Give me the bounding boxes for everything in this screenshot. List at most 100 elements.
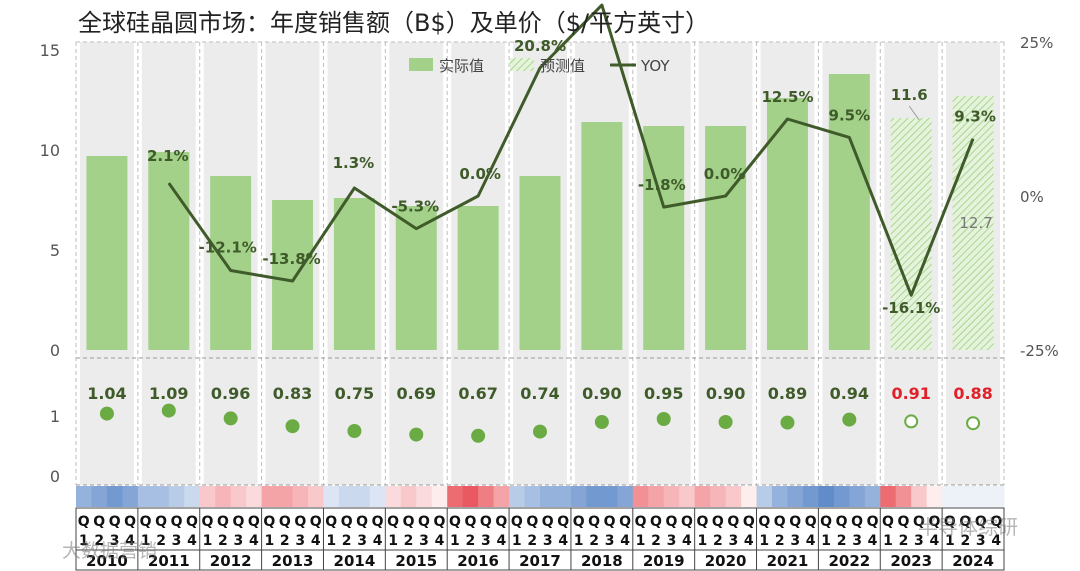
quarter-number-label: 4 <box>682 533 692 549</box>
price-value-label: 0.96 <box>211 384 250 403</box>
watermark-right: 半导体综研 <box>918 515 1018 539</box>
yoy-value-label: -5.3% <box>391 198 439 216</box>
quarter-q-label: Q <box>511 514 523 530</box>
quarter-number-label: 1 <box>945 533 955 549</box>
heat-cell <box>493 486 510 507</box>
yoy-axis-tick: 25% <box>1020 34 1053 52</box>
quarter-number-label: 1 <box>388 533 398 549</box>
price-dot <box>223 411 238 426</box>
price-dot <box>780 415 795 430</box>
quarter-q-label: Q <box>217 514 229 530</box>
quarter-number-label: 4 <box>868 533 878 549</box>
year-label: 2013 <box>272 552 314 570</box>
quarter-number-label: 4 <box>125 533 135 549</box>
quarter-number-label: 1 <box>636 533 646 549</box>
heat-cell <box>509 486 526 507</box>
price-dot-forecast <box>904 414 919 429</box>
quarter-q-label: Q <box>758 514 770 530</box>
quarter-number-label: 2 <box>94 533 104 549</box>
price-dot <box>656 412 671 426</box>
quarter-q-label: Q <box>387 514 399 530</box>
sales-bar-forecast <box>890 118 932 350</box>
sales-bar <box>210 176 252 350</box>
yoy-axis-tick: 0% <box>1020 188 1044 206</box>
quarter-number-label: 3 <box>976 533 986 549</box>
quarter-number-label: 2 <box>156 533 166 549</box>
heat-cell <box>447 486 464 507</box>
year-label: 2011 <box>148 552 190 570</box>
quarter-q-label: Q <box>78 514 90 530</box>
price-dot <box>718 415 733 429</box>
quarter-number-label: 1 <box>759 533 769 549</box>
yoy-value-label: -12.1% <box>199 239 257 257</box>
quarter-q-label: Q <box>557 514 569 530</box>
yoy-value-label: 9.5% <box>829 106 871 124</box>
yoy-value-label: 1.3% <box>333 154 375 172</box>
quarter-number-label: 2 <box>527 533 537 549</box>
quarter-number-label: 3 <box>419 533 429 549</box>
quarter-q-label: Q <box>805 514 817 530</box>
quarter-q-label: Q <box>155 514 167 530</box>
year-label: 2015 <box>395 552 437 570</box>
heat-cell <box>76 486 92 507</box>
price-value-label: 0.74 <box>520 384 559 403</box>
price-layer: 1.04 1.09 0.96 0.83 0.75 0.69 0.67 0.74 0.90 0.95… <box>87 384 993 443</box>
quarter-number-label: 4 <box>620 533 630 549</box>
sales-axis-tick: 0 <box>50 341 60 360</box>
quarter-q-label: Q <box>913 514 925 530</box>
heat-cell <box>849 486 866 507</box>
price-dot <box>347 424 362 438</box>
quarter-number-label: 2 <box>218 533 228 549</box>
yoy-line-layer <box>167 3 975 297</box>
legend-actual-label: 实际值 <box>439 57 484 75</box>
quarter-q-label: Q <box>263 514 275 530</box>
quarter-number-label: 2 <box>280 533 290 549</box>
quarter-number-label: 1 <box>574 533 584 549</box>
yoy-line <box>167 3 975 297</box>
heat-cell <box>942 486 959 507</box>
quarter-q-label: Q <box>325 514 337 530</box>
quarter-number-label: 3 <box>605 533 615 549</box>
year-label: 2010 <box>86 552 128 570</box>
price-value-label: 0.67 <box>458 384 497 403</box>
year-label: 2023 <box>890 552 932 570</box>
heat-cell <box>354 486 371 507</box>
heat-cell <box>369 486 386 507</box>
heat-cell <box>632 486 649 507</box>
quarter-q-label: Q <box>124 514 136 530</box>
heat-cell <box>91 486 108 507</box>
heat-cell <box>292 486 309 507</box>
year-label: 2018 <box>581 552 623 570</box>
quarter-q-label: Q <box>604 514 616 530</box>
heat-cell <box>725 486 742 507</box>
yoy-value-label: 0.0% <box>459 165 501 183</box>
heat-strip-layer <box>76 486 1005 507</box>
quarter-number-label: 1 <box>326 533 336 549</box>
heat-cell <box>323 486 340 507</box>
quarter-q-label: Q <box>619 514 631 530</box>
legend-yoy-label: YOY <box>640 57 670 75</box>
heat-cell <box>122 486 139 507</box>
quarter-q-label: Q <box>542 514 554 530</box>
heat-cell <box>973 486 990 507</box>
quarter-number-label: 4 <box>435 533 445 549</box>
quarter-q-label: Q <box>959 514 971 530</box>
price-value-label: 0.91 <box>891 384 930 403</box>
quarter-q-label: Q <box>186 514 198 530</box>
quarter-q-label: Q <box>109 514 121 530</box>
heat-cell <box>385 486 402 507</box>
quarter-number-label: 2 <box>899 533 909 549</box>
legend-forecast-swatch <box>510 58 534 71</box>
quarter-q-label: Q <box>403 514 415 530</box>
quarter-q-label: Q <box>171 514 183 530</box>
quarter-number-label: 2 <box>651 533 661 549</box>
year-table-layer: Q1Q2Q3Q42010Q1Q2Q3Q42011Q1Q2Q3Q42012Q1Q2… <box>75 507 1005 571</box>
quarter-q-label: Q <box>232 514 244 530</box>
quarter-q-label: Q <box>789 514 801 530</box>
yoy-value-label: 20.8% <box>514 37 566 55</box>
quarter-q-label: Q <box>341 514 353 530</box>
quarter-q-label: Q <box>573 514 585 530</box>
quarter-number-label: 1 <box>512 533 522 549</box>
quarter-q-label: Q <box>588 514 600 530</box>
quarter-q-label: Q <box>635 514 647 530</box>
